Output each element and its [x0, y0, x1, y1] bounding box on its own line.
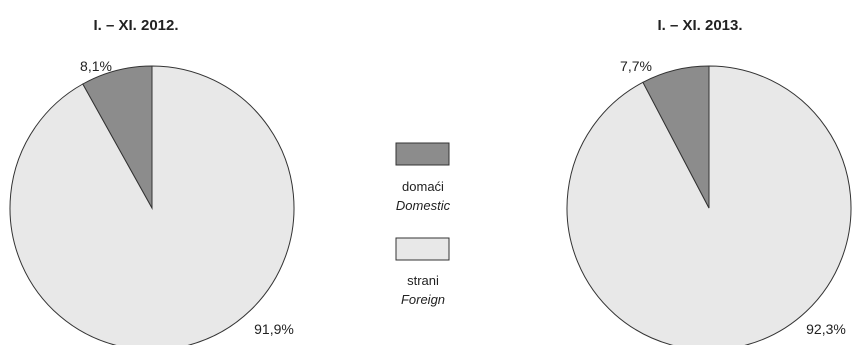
chart-title-2012: I. – XI. 2012. [93, 17, 178, 34]
legend-label-foreign-en: Foreign [401, 292, 445, 307]
legend-swatch-domestic [395, 142, 450, 166]
slice-label-domestic-2013: 7,7% [620, 58, 652, 74]
chart-title-2013: I. – XI. 2013. [657, 17, 742, 34]
legend-swatch-foreign [395, 237, 450, 261]
pie-chart-2013: I. – XI. 2013. 7,7% 92,3% [566, 17, 852, 345]
pie-chart-2012: I. – XI. 2012. 8,1% 91,9% [9, 17, 295, 345]
pie-slice-domestic-2012 [82, 65, 153, 210]
slice-label-foreign-2012: 91,9% [254, 321, 294, 337]
pie-slice-domestic-2013 [642, 65, 710, 209]
slice-label-domestic-2012: 8,1% [80, 58, 112, 74]
legend-label-domestic: domaći [402, 179, 444, 194]
legend-label-foreign: strani [407, 273, 439, 288]
slice-label-foreign-2013: 92,3% [806, 321, 846, 337]
chart-legend: domaći Domestic strani Foreign [395, 142, 451, 307]
legend-label-domestic-en: Domestic [396, 198, 451, 213]
pie-slice-foreign-2012 [9, 65, 295, 345]
